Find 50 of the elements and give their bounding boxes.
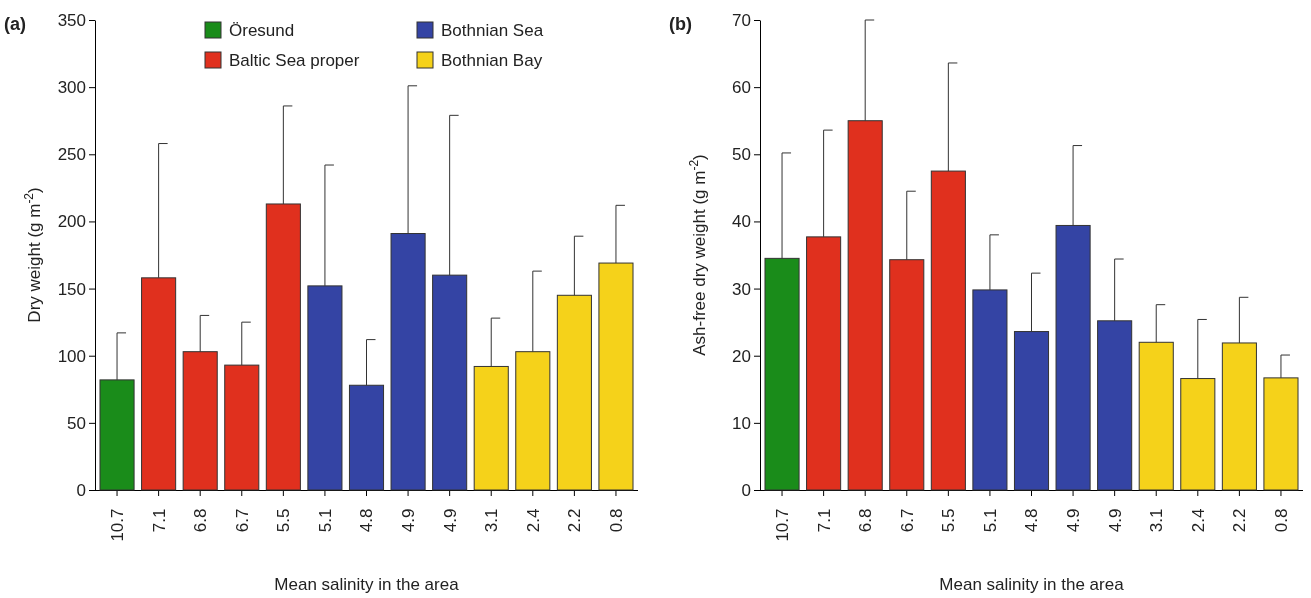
y-tick-label: 40 bbox=[732, 212, 751, 232]
x-tick-label: 6.8 bbox=[191, 508, 211, 533]
x-axis-title: Mean salinity in the area bbox=[274, 575, 460, 594]
y-tick-label: 0 bbox=[76, 480, 86, 500]
x-tick-label: 6.7 bbox=[897, 508, 917, 533]
x-tick-label: 5.1 bbox=[980, 508, 1000, 533]
legend-label: Bothnian Sea bbox=[441, 21, 544, 40]
y-tick-label: 50 bbox=[67, 413, 86, 433]
x-tick-label: 5.1 bbox=[315, 508, 335, 533]
y-tick-label: 20 bbox=[732, 346, 751, 366]
y-tick-label: 350 bbox=[57, 10, 86, 30]
x-tick-label: 10.7 bbox=[772, 508, 792, 542]
x-tick-label: 7.1 bbox=[814, 508, 834, 533]
x-tick-label: 0.8 bbox=[1271, 508, 1291, 533]
y-tick-label: 60 bbox=[732, 78, 751, 98]
x-tick-label: 2.4 bbox=[523, 508, 543, 533]
chart-title: (b) bbox=[669, 14, 692, 34]
x-tick-label: 4.8 bbox=[357, 508, 377, 533]
x-axis-title: Mean salinity in the area bbox=[939, 575, 1125, 594]
y-tick-label: 300 bbox=[57, 78, 86, 98]
x-tick-label: 4.9 bbox=[440, 508, 460, 533]
x-tick-label: 2.4 bbox=[1188, 508, 1208, 533]
x-tick-label: 6.7 bbox=[232, 508, 252, 533]
x-tick-label: 4.9 bbox=[1105, 508, 1125, 533]
x-tick-label: 2.2 bbox=[565, 508, 585, 533]
x-tick-label: 3.1 bbox=[482, 508, 502, 533]
y-tick-label: 70 bbox=[732, 10, 751, 30]
y-tick-label: 30 bbox=[732, 279, 751, 299]
x-tick-label: 7.1 bbox=[149, 508, 169, 533]
y-tick-label: 250 bbox=[57, 145, 86, 165]
y-tick-label: 50 bbox=[732, 145, 751, 165]
chart-title: (a) bbox=[4, 14, 26, 34]
x-tick-label: 10.7 bbox=[107, 508, 127, 542]
legend-label: Bothnian Bay bbox=[441, 51, 543, 70]
y-tick-label: 200 bbox=[57, 212, 86, 232]
x-tick-label: 5.5 bbox=[274, 508, 294, 533]
x-tick-label: 4.8 bbox=[1022, 508, 1042, 533]
x-tick-label: 3.1 bbox=[1147, 508, 1167, 533]
legend-label: Baltic Sea proper bbox=[229, 51, 360, 70]
x-tick-label: 2.2 bbox=[1230, 508, 1250, 533]
x-tick-label: 0.8 bbox=[606, 508, 626, 533]
x-tick-label: 5.5 bbox=[939, 508, 959, 533]
x-tick-label: 4.9 bbox=[399, 508, 419, 533]
y-tick-label: 150 bbox=[57, 279, 86, 299]
y-tick-label: 10 bbox=[732, 413, 751, 433]
y-tick-label: 100 bbox=[57, 346, 86, 366]
x-tick-label: 6.8 bbox=[856, 508, 876, 533]
y-tick-label: 0 bbox=[741, 480, 751, 500]
x-tick-label: 4.9 bbox=[1064, 508, 1084, 533]
legend-label: Öresund bbox=[229, 21, 295, 40]
